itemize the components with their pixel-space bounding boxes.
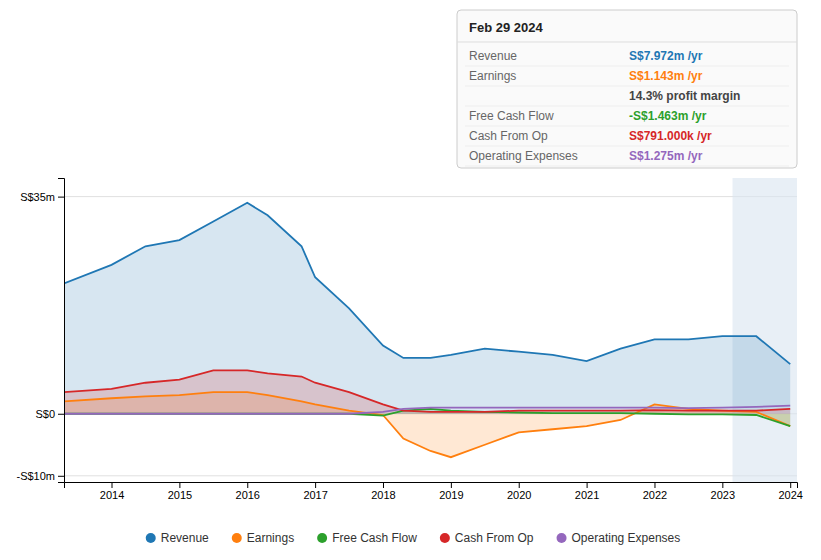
tick: 2023 — [711, 482, 735, 501]
info-box-label: Free Cash Flow — [469, 109, 554, 123]
tick-mark — [790, 482, 791, 488]
legend-label: Operating Expenses — [572, 531, 681, 545]
legend-swatch — [317, 533, 327, 543]
tick-mark — [58, 414, 64, 415]
marks — [64, 178, 797, 482]
legend-item: Cash From Op — [440, 531, 534, 545]
tick-mark — [179, 482, 180, 488]
axis-line — [58, 179, 65, 483]
tick: 2024 — [778, 482, 802, 501]
tick: 2018 — [371, 482, 395, 501]
legend: Revenue Earnings Free Cash Flow Cash From O… — [146, 531, 681, 545]
tick-label: 2018 — [371, 489, 395, 501]
grid-line — [64, 196, 797, 197]
info-box-rule — [465, 66, 789, 67]
tick: 2015 — [168, 482, 192, 501]
line — [64, 203, 790, 364]
legend-item: Earnings — [232, 531, 294, 545]
area — [64, 203, 790, 414]
info-box-value: 14.3% profit margin — [629, 89, 740, 103]
info-box-value: S$1.275m /yr — [629, 149, 703, 163]
tick-mark — [315, 482, 316, 488]
info-box-rule — [465, 166, 789, 167]
info-box-rule — [465, 146, 789, 147]
y-axis: S$35m S$0 -S$10m — [16, 179, 64, 483]
tick-label: 2017 — [303, 489, 327, 501]
x-axis: 2014 2015 2016 2017 2018 2019 2020 2021 2022 2023… — [65, 482, 803, 501]
info-box-rule — [465, 106, 789, 107]
shaded-region — [733, 178, 797, 482]
legend-item: Revenue — [146, 531, 209, 545]
info-box-value: S$7.972m /yr — [629, 49, 703, 63]
tick-mark — [451, 482, 452, 488]
legend-swatch — [440, 533, 450, 543]
grid-line — [64, 475, 797, 476]
tick-mark — [58, 476, 64, 477]
tick-mark — [247, 482, 248, 488]
tick-mark — [654, 482, 655, 488]
legend-swatch — [232, 533, 242, 543]
tick: S$0 — [35, 408, 64, 420]
tick-label: 2024 — [778, 489, 802, 501]
info-box-label: Operating Expenses — [469, 149, 578, 163]
info-box-rule — [465, 86, 789, 87]
tick-mark — [112, 482, 113, 488]
legend-swatch — [557, 533, 567, 543]
info-box-label: Revenue — [469, 49, 517, 63]
legend-label: Earnings — [247, 531, 294, 545]
tick-label: 2014 — [100, 489, 124, 501]
tick-mark — [722, 482, 723, 488]
tick-label: 2021 — [575, 489, 599, 501]
tick-mark — [587, 482, 588, 488]
tick: 2021 — [575, 482, 599, 501]
tick-label: 2022 — [643, 489, 667, 501]
legend-item: Operating Expenses — [557, 531, 681, 545]
tick-label: 2023 — [711, 489, 735, 501]
tick-mark — [383, 482, 384, 488]
plot: S$35mS$0-S$10m20142015201620172018201920… — [16, 178, 802, 501]
line — [64, 370, 790, 412]
tick: -S$10m — [16, 470, 64, 482]
tick-label: 2016 — [236, 489, 260, 501]
tick-label: S$35m — [20, 191, 55, 203]
tick: 2017 — [303, 482, 327, 501]
info-box-label: Earnings — [469, 69, 516, 83]
legend-item: Free Cash Flow — [317, 531, 417, 545]
legend-label: Cash From Op — [455, 531, 534, 545]
info-box-value: S$1.143m /yr — [629, 69, 703, 83]
tick-label: -S$10m — [16, 470, 55, 482]
info-box-frame — [457, 10, 797, 168]
tick-mark — [519, 482, 520, 488]
tick: 2022 — [643, 482, 667, 501]
tick-label: 2020 — [507, 489, 531, 501]
info-box-divider — [457, 42, 797, 43]
tick-label: 2019 — [439, 489, 463, 501]
line — [64, 406, 790, 414]
tick: 2020 — [507, 482, 531, 501]
tick-label: 2015 — [168, 489, 192, 501]
tick-mark — [58, 197, 64, 198]
info-box: Feb 29 2024 Revenue S$7.972m /yr Earnings S$… — [457, 10, 797, 168]
legend-label: Revenue — [161, 531, 209, 545]
axis-line — [65, 483, 798, 489]
info-box-label: Cash From Op — [469, 129, 548, 143]
tick-label: S$0 — [35, 408, 55, 420]
grid — [64, 197, 797, 476]
info-box-rule — [465, 126, 789, 127]
line — [64, 392, 790, 457]
tick: 2016 — [236, 482, 260, 501]
chart: S$35mS$0-S$10m20142015201620172018201920… — [0, 0, 821, 560]
info-box-value: S$791.000k /yr — [629, 129, 712, 143]
info-box-title: Feb 29 2024 — [469, 20, 543, 35]
area — [64, 370, 790, 413]
tick: 2019 — [439, 482, 463, 501]
tick: S$35m — [20, 191, 64, 203]
tick: 2014 — [100, 482, 124, 501]
info-box-value: -S$1.463m /yr — [629, 109, 707, 123]
legend-label: Free Cash Flow — [332, 531, 417, 545]
legend-swatch — [146, 533, 156, 543]
